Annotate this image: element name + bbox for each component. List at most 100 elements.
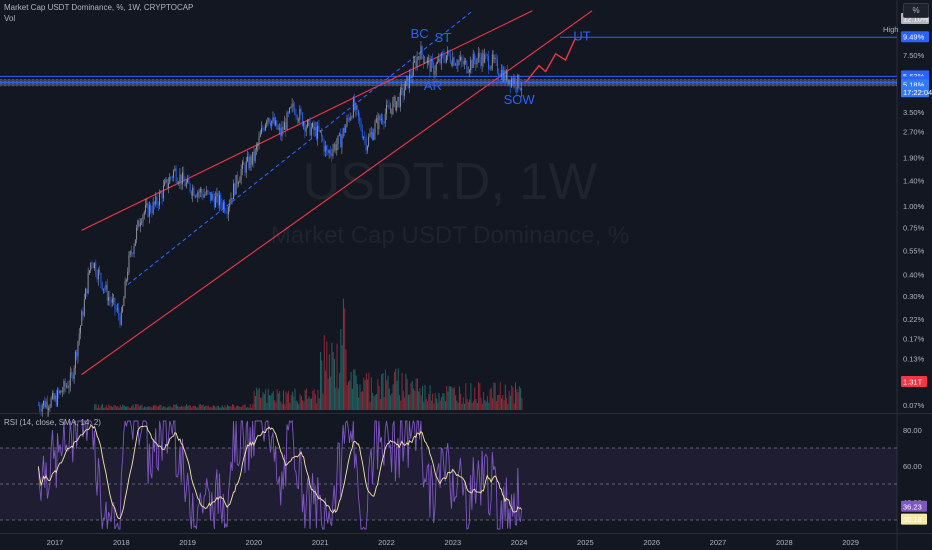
price-tag-bg-1 [901,31,929,43]
candle-body-322 [448,50,450,55]
candle-body-280 [394,96,396,111]
volume-bar-183 [327,378,329,410]
annotation-st: ST [435,30,452,45]
volume-bar-15 [113,405,115,410]
candle-body-187 [276,120,278,130]
volume-bar-177 [319,352,321,410]
volume-bar-86 [203,406,205,410]
volume-bar-18 [117,406,119,410]
volume-bar-206 [356,384,358,410]
candle-body-210 [305,127,307,132]
volume-bar-91 [210,406,212,410]
volume-bar-123 [251,407,253,410]
candle-body-248 [354,98,356,110]
volume-bar-71 [184,405,186,410]
candle-body-147 [225,211,227,213]
volume-bar-297 [472,401,474,410]
candle-body-339 [470,59,472,71]
volume-bar-335 [521,398,523,410]
candle-body-249 [355,105,357,110]
volume-bar-148 [282,390,284,410]
volume-bar-331 [516,388,518,410]
candle-body-113 [182,172,183,185]
candle-body-328 [456,64,458,66]
price-tag-5: 17:22:04 [903,88,932,97]
watermark-name: Market Cap USDT Dominance, % [270,222,630,249]
symbol-title[interactable]: Market Cap USDT Dominance, %, 1W, CRYPTO… [4,3,194,12]
volume-bar-173 [314,394,316,410]
candle-body-99 [164,181,166,186]
candle-body-78 [137,220,139,228]
volume-bar-193 [340,329,342,410]
volume-bar-61 [172,407,174,410]
candle-body-374 [514,77,516,88]
volume-bar-194 [341,345,343,410]
percent-scale-button[interactable]: % [903,3,929,18]
candle-body-247 [352,98,354,118]
volume-bar-140 [272,391,274,410]
volume-bar-223 [378,385,380,410]
volume-bar-147 [281,404,283,410]
candle-body-32 [78,333,80,342]
volume-bar-115 [240,407,242,410]
volume-bar-9 [105,404,107,410]
volume-bar-50 [158,406,160,410]
candle-body-1 [39,405,41,409]
volume-bar-222 [377,379,379,410]
volume-bar-245 [406,378,408,410]
candle-body-306 [428,58,430,59]
volume-bar-190 [336,343,338,410]
candle-body-165 [248,156,250,169]
volume-bar-271 [439,400,441,410]
candle-body-46 [96,274,98,280]
price-tag-0: 12.10% [903,15,929,24]
candle-body-112 [180,174,182,185]
volume-bar-235 [393,372,395,410]
candle-body-355 [490,66,492,70]
candle-body-182 [270,122,271,127]
candle-body-146 [224,202,226,212]
candle-body-51 [103,288,104,290]
candle-body-90 [152,201,154,214]
volume-bar-157 [294,388,296,410]
volume-bar-175 [317,389,319,410]
candle-body-98 [162,185,164,199]
candle-body-171 [256,146,257,150]
candle-body-265 [375,117,377,123]
candle-body-153 [233,183,234,200]
candle-body-367 [505,70,507,80]
candle-body-232 [333,144,335,150]
candle-body-240 [343,128,345,133]
candle-body-336 [466,61,468,73]
volume-bar-137 [268,395,270,410]
volume-legend[interactable]: Vol [4,14,16,23]
volume-bar-270 [438,392,440,410]
candle-body-29 [74,351,76,368]
volume-bar-55 [164,406,166,410]
volume-bar-293 [467,402,469,410]
candle-body-278 [392,101,394,115]
candle-body-97 [161,192,163,199]
channel-lower-line [81,10,593,376]
candle-body-357 [493,54,495,60]
candle-body-313 [437,61,438,64]
candle-body-327 [454,64,456,66]
volume-bar-200 [349,380,351,410]
candle-body-257 [365,138,367,151]
volume-bar-112 [237,405,239,410]
volume-bar-178 [321,360,323,410]
volume-bar-266 [433,403,435,410]
candle-body-243 [347,118,349,119]
volume-bar-161 [299,393,301,410]
volume-bar-159 [297,402,299,410]
volume-bar-136 [267,388,269,410]
rsi-legend[interactable]: RSI (14, close, SMA, 14, 2) [4,418,101,427]
volume-bar-2 [96,407,98,410]
volume-bar-10 [107,407,109,410]
candle-body-229 [329,150,331,154]
volume-bar-251 [414,390,416,410]
volume-bar-203 [353,369,355,410]
candle-body-192 [282,126,284,130]
